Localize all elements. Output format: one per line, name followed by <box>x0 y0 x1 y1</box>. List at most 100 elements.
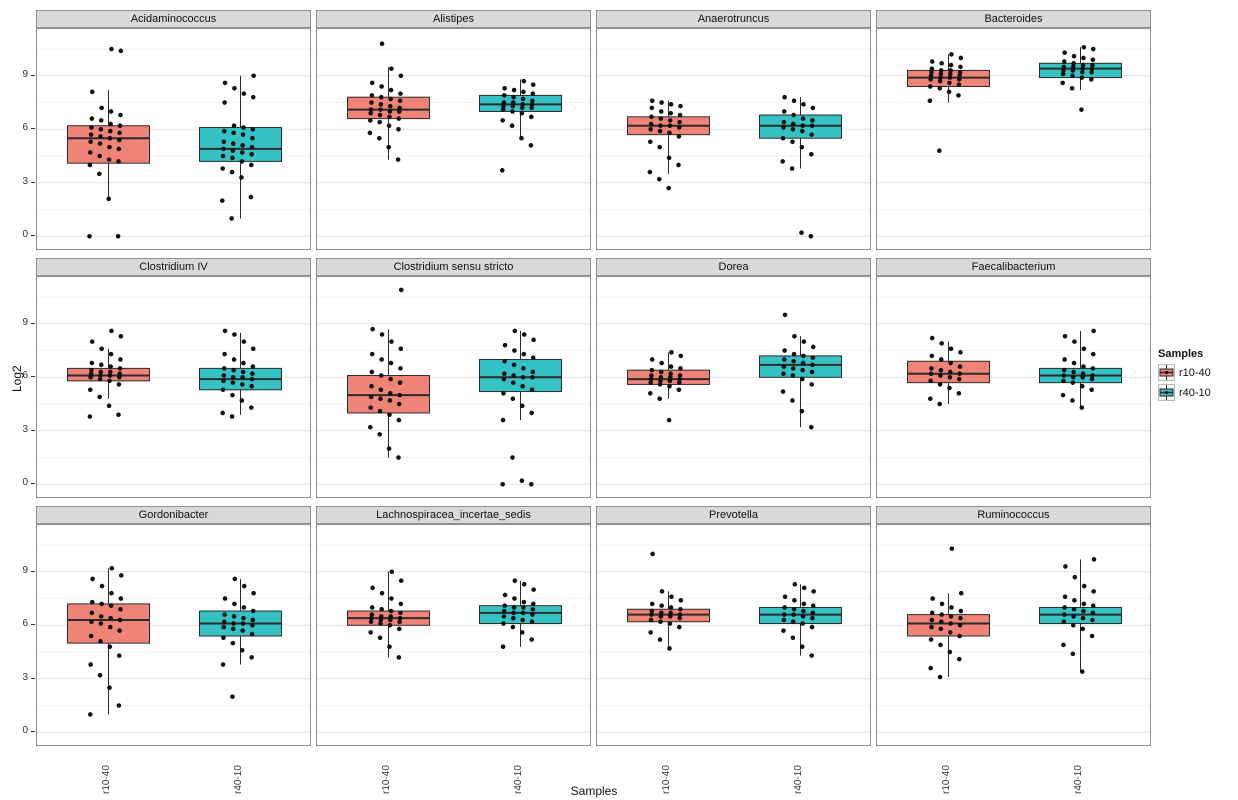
data-point <box>387 103 393 109</box>
data-point <box>659 360 664 366</box>
data-point <box>1060 71 1066 77</box>
data-point <box>239 150 245 155</box>
data-point <box>369 93 375 98</box>
data-point <box>377 432 382 437</box>
data-point <box>250 135 255 141</box>
data-point <box>648 617 654 623</box>
data-point <box>531 337 536 343</box>
data-point <box>530 355 536 360</box>
data-point <box>89 360 95 366</box>
x-axis-tick-label: r40-10 <box>232 765 244 794</box>
data-point <box>799 230 804 236</box>
data-point <box>241 339 247 344</box>
data-point <box>249 151 254 157</box>
data-point <box>116 412 121 418</box>
data-point <box>1061 642 1066 648</box>
data-point <box>938 367 944 373</box>
data-point <box>387 412 392 418</box>
data-point <box>88 662 93 667</box>
data-point <box>386 123 392 129</box>
data-point <box>676 134 682 139</box>
data-point <box>398 91 403 96</box>
data-point <box>117 123 123 129</box>
y-axis-tick-mark <box>31 731 35 733</box>
data-point <box>500 118 505 123</box>
data-point <box>676 624 682 630</box>
data-point <box>929 69 934 75</box>
data-point <box>107 369 113 375</box>
data-point <box>938 626 944 632</box>
data-point <box>519 403 525 409</box>
data-point <box>1089 376 1095 382</box>
data-point <box>649 608 655 614</box>
data-point <box>529 102 535 107</box>
x-axis-title: Samples <box>570 784 618 798</box>
data-point <box>231 130 236 136</box>
data-point <box>1090 57 1096 63</box>
data-point <box>678 606 683 612</box>
data-point <box>396 655 402 660</box>
y-axis-tick-label: 3 <box>22 423 28 435</box>
data-point <box>1061 367 1067 373</box>
y-axis-tick-mark <box>31 483 35 485</box>
data-point <box>1079 383 1085 389</box>
data-point <box>378 614 384 619</box>
data-point <box>809 369 815 375</box>
data-point <box>521 605 526 610</box>
data-point <box>948 346 954 352</box>
data-point <box>1080 615 1086 621</box>
data-point <box>956 391 962 396</box>
data-point <box>658 610 664 616</box>
data-point <box>387 391 393 396</box>
data-point <box>801 339 807 344</box>
data-point <box>1063 564 1068 569</box>
data-point <box>1072 574 1078 580</box>
data-point <box>800 621 805 626</box>
data-point <box>792 598 797 603</box>
data-point <box>668 605 674 610</box>
facet-panel <box>316 28 591 250</box>
data-point <box>782 94 787 100</box>
data-point <box>97 376 103 382</box>
data-point <box>801 585 807 591</box>
data-point <box>251 73 256 79</box>
data-point <box>800 123 805 129</box>
facet-title: Acidaminococcus <box>36 10 311 28</box>
data-point <box>89 125 94 130</box>
data-point <box>87 387 93 393</box>
data-point <box>98 134 103 139</box>
data-point <box>667 383 672 389</box>
y-axis-tick-label: 6 <box>22 618 28 630</box>
data-point <box>369 612 375 617</box>
y-axis-tick-label: 0 <box>22 725 28 737</box>
data-point <box>248 405 254 410</box>
data-point <box>220 662 226 667</box>
data-point <box>937 78 943 84</box>
data-point <box>378 94 384 100</box>
data-point <box>667 123 673 129</box>
facet-panel <box>596 28 871 250</box>
data-point <box>1081 608 1086 614</box>
data-point <box>230 694 235 699</box>
data-point <box>790 121 796 127</box>
data-point <box>109 328 114 334</box>
data-point <box>946 89 952 95</box>
data-point <box>529 410 534 416</box>
data-point <box>222 80 228 86</box>
facet-title: Ruminococcus <box>876 506 1151 524</box>
data-point <box>240 132 246 137</box>
data-point <box>1071 360 1077 366</box>
legend: Samples r10-40 r40-10 <box>1158 348 1211 404</box>
data-point <box>656 176 662 182</box>
facet-panel <box>876 276 1151 498</box>
data-point <box>389 339 394 344</box>
data-point <box>107 144 112 150</box>
data-point <box>396 127 401 132</box>
data-point <box>1081 346 1087 352</box>
facet-title: Clostridium sensu stricto <box>316 258 591 276</box>
data-point <box>398 601 404 607</box>
data-point <box>511 610 516 616</box>
data-point <box>387 114 392 120</box>
data-point <box>801 353 806 359</box>
